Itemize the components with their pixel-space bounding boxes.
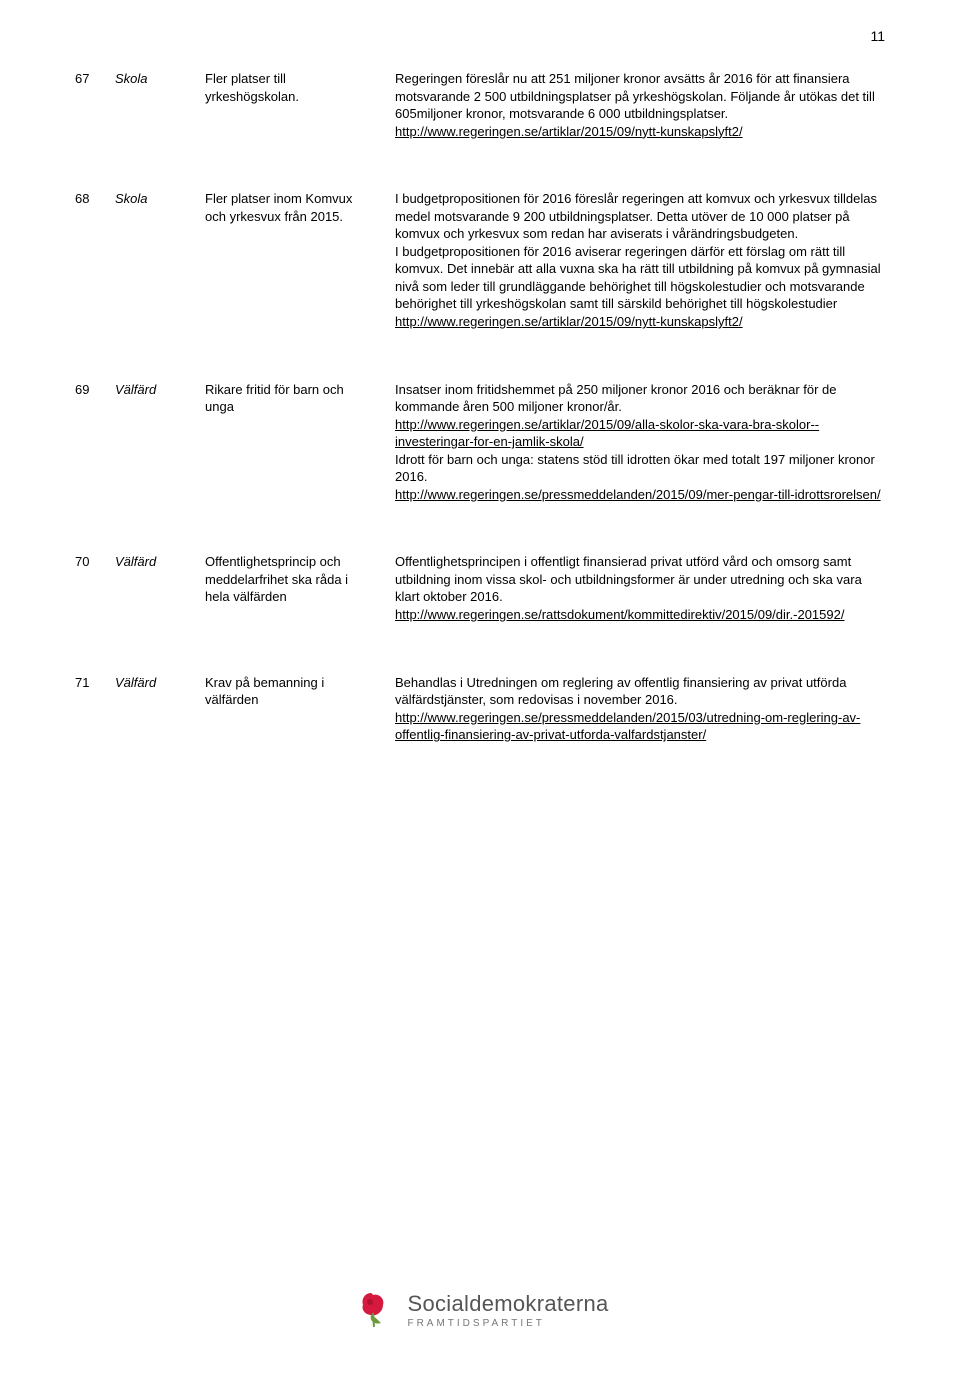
row-title: Krav på bemanning i välfärden	[205, 674, 395, 744]
table-row: 71 Välfärd Krav på bemanning i välfärden…	[75, 674, 885, 744]
row-description: I budgetpropositionen för 2016 föreslår …	[395, 190, 885, 330]
row-title: Fler platser inom Komvux och yrkesvux fr…	[205, 190, 395, 330]
desc-text: Regeringen föreslår nu att 251 miljoner …	[395, 71, 875, 121]
row-title: Offentlighetsprincip och meddelarfrihet …	[205, 553, 395, 623]
logo-title: Socialdemokraterna	[407, 1291, 608, 1317]
desc-link[interactable]: http://www.regeringen.se/rattsdokument/k…	[395, 607, 844, 622]
page-number: 11	[870, 28, 885, 44]
desc-link[interactable]: http://www.regeringen.se/pressmeddelande…	[395, 487, 881, 502]
logo-text: Socialdemokraterna FRAMTIDSPARTIET	[407, 1291, 608, 1329]
desc-text: I budgetpropositionen för 2016 aviserar …	[395, 244, 881, 312]
desc-link[interactable]: http://www.regeringen.se/artiklar/2015/0…	[395, 124, 743, 139]
table-row: 67 Skola Fler platser till yrkeshögskola…	[75, 70, 885, 140]
table-row: 69 Välfärd Rikare fritid för barn och un…	[75, 381, 885, 504]
desc-text: Offentlighetsprincipen i offentligt fina…	[395, 554, 862, 604]
row-number: 70	[75, 553, 115, 623]
table-row: 68 Skola Fler platser inom Komvux och yr…	[75, 190, 885, 330]
desc-text: Insatser inom fritidshemmet på 250 miljo…	[395, 382, 837, 415]
desc-link[interactable]: http://www.regeringen.se/pressmeddelande…	[395, 710, 860, 743]
row-number: 67	[75, 70, 115, 140]
row-category: Skola	[115, 70, 205, 140]
row-number: 71	[75, 674, 115, 744]
desc-link[interactable]: http://www.regeringen.se/artiklar/2015/0…	[395, 314, 743, 329]
desc-link[interactable]: http://www.regeringen.se/artiklar/2015/0…	[395, 417, 819, 450]
row-title: Rikare fritid för barn och unga	[205, 381, 395, 504]
row-category: Välfärd	[115, 553, 205, 623]
row-description: Regeringen föreslår nu att 251 miljoner …	[395, 70, 885, 140]
row-number: 68	[75, 190, 115, 330]
row-description: Behandlas i Utredningen om reglering av …	[395, 674, 885, 744]
rose-icon	[351, 1285, 395, 1334]
desc-text: Behandlas i Utredningen om reglering av …	[395, 675, 846, 708]
row-description: Offentlighetsprincipen i offentligt fina…	[395, 553, 885, 623]
logo: Socialdemokraterna FRAMTIDSPARTIET	[351, 1285, 608, 1334]
desc-text: I budgetpropositionen för 2016 föreslår …	[395, 191, 877, 241]
document-body: 67 Skola Fler platser till yrkeshögskola…	[75, 70, 885, 744]
desc-text: Idrott för barn och unga: statens stöd t…	[395, 452, 875, 485]
row-category: Skola	[115, 190, 205, 330]
footer: Socialdemokraterna FRAMTIDSPARTIET	[0, 1285, 960, 1334]
row-description: Insatser inom fritidshemmet på 250 miljo…	[395, 381, 885, 504]
row-title: Fler platser till yrkeshögskolan.	[205, 70, 395, 140]
row-category: Välfärd	[115, 381, 205, 504]
logo-subtitle: FRAMTIDSPARTIET	[407, 1318, 608, 1329]
row-category: Välfärd	[115, 674, 205, 744]
table-row: 70 Välfärd Offentlighetsprincip och medd…	[75, 553, 885, 623]
row-number: 69	[75, 381, 115, 504]
